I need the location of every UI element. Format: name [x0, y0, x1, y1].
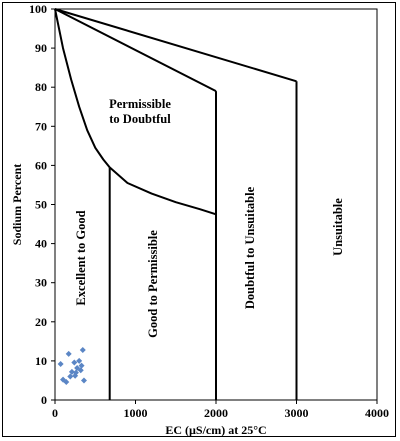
data-point [63, 379, 70, 386]
chart-frame [2, 2, 396, 437]
data-point [71, 359, 78, 366]
x-tick-labels: 0 1000 2000 3000 4000 [52, 400, 389, 420]
boundary-lines [54, 8, 298, 400]
region-label-unsuitable: Unsuitable [331, 198, 345, 256]
y-axis-label: Sodium Percent [10, 164, 24, 245]
y-tick-label: 100 [29, 2, 47, 16]
y-tick-label: 50 [35, 198, 47, 212]
x-tick-label: 1000 [124, 406, 148, 420]
region-label-excellent-to-good: Excellent to Good [74, 210, 88, 305]
data-point [78, 362, 85, 369]
data-point [80, 377, 87, 384]
y-tick-label: 80 [35, 80, 47, 94]
x-tick-label: 2000 [204, 406, 228, 420]
x-tick-label: 3000 [285, 406, 309, 420]
boundary-doubtful-unsuitable-line [54, 8, 297, 83]
data-point [57, 361, 64, 368]
boundary-excellent-good-curve [54, 8, 111, 169]
region-label-good-to-permissible: Good to Permissible [146, 230, 160, 338]
data-point [60, 376, 67, 383]
y-tick-label: 30 [35, 276, 47, 290]
data-points [57, 346, 87, 386]
y-tick-label: 10 [35, 354, 47, 368]
boundary-permissible-doubtful-line [54, 8, 217, 92]
x-axis-label: EC (µS/cm) at 25°C [165, 423, 266, 437]
region-label-permissible: Permissible [109, 97, 171, 111]
x-tick-label: 4000 [365, 406, 389, 420]
region-label-doubtful-to-unsuitable: Doubtful to Unsuitable [243, 186, 257, 309]
y-tick-label: 0 [41, 393, 47, 407]
y-tick-label: 20 [35, 315, 47, 329]
data-point [67, 373, 74, 380]
data-point [76, 357, 83, 364]
y-tick-labels: 0 10 20 30 40 50 60 70 80 90 100 [29, 2, 55, 407]
y-tick-label: 60 [35, 158, 47, 172]
data-point [72, 369, 79, 376]
region-label-to-doubtful: to Doubtful [109, 112, 171, 126]
data-point [68, 368, 75, 375]
y-tick-label: 40 [35, 237, 47, 251]
y-tick-label: 70 [35, 119, 47, 133]
data-point [65, 350, 72, 357]
x-tick-label: 0 [52, 406, 58, 420]
boundary-good-permissible-curve [109, 166, 217, 216]
data-point [79, 346, 86, 353]
y-tick-label: 90 [35, 41, 47, 55]
data-point [77, 367, 84, 374]
